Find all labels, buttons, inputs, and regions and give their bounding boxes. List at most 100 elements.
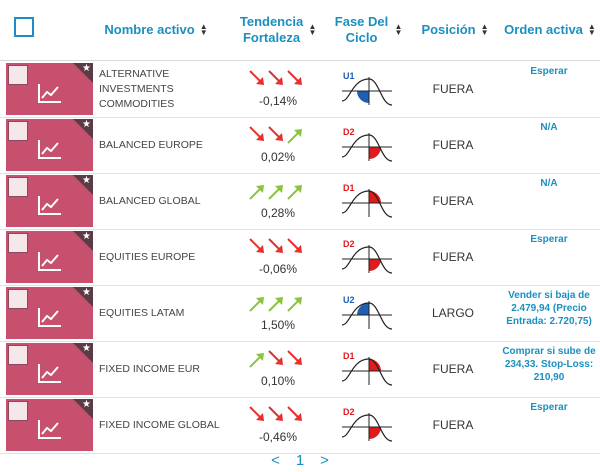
row-checkbox[interactable]: [8, 233, 28, 253]
asset-thumbnail[interactable]: ★: [6, 231, 93, 283]
star-icon[interactable]: ★: [82, 343, 91, 354]
row-checkbox[interactable]: [8, 121, 28, 141]
col-trend-header[interactable]: Tendencia Fortaleza ▲ ▼: [236, 0, 320, 60]
star-icon[interactable]: ★: [82, 119, 91, 130]
arrow-down-icon: [268, 126, 283, 141]
arrow-down-icon: [287, 350, 302, 365]
asset-thumbnail[interactable]: ★: [6, 119, 93, 171]
arrow-up-icon: [249, 297, 264, 312]
star-icon[interactable]: ★: [82, 231, 91, 242]
arrow-up-icon: [287, 297, 302, 312]
corner-ribbon: [73, 63, 93, 83]
cycle-phase-icon: U2: [340, 292, 394, 339]
corner-ribbon: [73, 231, 93, 251]
trend-arrows-icon: [249, 126, 302, 144]
cycle-phase-icon: D2: [340, 236, 394, 283]
sort-icon[interactable]: ▲ ▼: [199, 22, 208, 37]
asset-name[interactable]: ALTERNATIVE INVESTMENTS COMMODITIES: [99, 67, 175, 110]
asset-thumbnail[interactable]: ★: [6, 287, 93, 339]
sort-icon[interactable]: ▲ ▼: [394, 22, 403, 37]
asset-thumbnail[interactable]: ★: [6, 63, 93, 115]
sort-icon[interactable]: ▲ ▼: [308, 22, 317, 37]
active-order[interactable]: Esperar: [530, 66, 568, 77]
cycle-phase-icon: U1: [340, 68, 394, 115]
arrow-down-icon: [249, 126, 264, 141]
row-checkbox[interactable]: [8, 401, 28, 421]
trend-percent: 0,28%: [260, 206, 296, 220]
position-value: FUERA: [432, 362, 474, 376]
asset-name[interactable]: BALANCED GLOBAL: [99, 194, 201, 207]
arrow-up-icon: [249, 185, 264, 200]
table-row[interactable]: ★ FIXED INCOME EUR 0,10% D1 FUERA Comprar si …: [0, 341, 600, 398]
cycle-phase-icon: D1: [340, 180, 394, 227]
asset-thumbnail[interactable]: ★: [6, 399, 93, 451]
active-order[interactable]: N/A: [540, 178, 558, 189]
arrow-up-icon: [249, 353, 264, 368]
position-value: FUERA: [432, 82, 474, 96]
asset-thumbnail[interactable]: ★: [6, 343, 93, 395]
trend-cell: -0,46%: [242, 405, 314, 444]
cycle-phase-icon: D1: [340, 348, 394, 395]
table-row[interactable]: ★ EQUITIES EUROPE -0,06% D2 FUERA Esperar: [0, 229, 600, 286]
col-order-header[interactable]: Orden activa ▲ ▼: [500, 0, 600, 60]
active-order[interactable]: Vender si baja de 2.479,94 (Precio Entra…: [506, 290, 592, 327]
corner-ribbon: [73, 175, 93, 195]
chart-icon: [38, 420, 61, 439]
asset-name[interactable]: EQUITIES EUROPE: [99, 250, 196, 263]
position-value: LARGO: [431, 306, 474, 320]
col-position-header[interactable]: Posición ▲ ▼: [412, 0, 498, 60]
active-order[interactable]: Esperar: [530, 402, 568, 413]
col-name-header[interactable]: Nombre activo ▲ ▼: [96, 0, 216, 60]
row-checkbox[interactable]: [8, 177, 28, 197]
asset-name[interactable]: EQUITIES LATAM: [99, 306, 185, 319]
next-page-button[interactable]: >: [320, 451, 329, 469]
star-icon[interactable]: ★: [82, 399, 91, 410]
position-value: FUERA: [432, 418, 474, 432]
star-icon[interactable]: ★: [82, 287, 91, 298]
row-checkbox[interactable]: [8, 289, 28, 309]
star-icon[interactable]: ★: [82, 175, 91, 186]
corner-ribbon: [73, 287, 93, 307]
star-icon[interactable]: ★: [82, 63, 91, 74]
cycle-phase-icon: D2: [340, 404, 394, 451]
col-trend-label: Tendencia Fortaleza: [239, 14, 304, 45]
sort-icon[interactable]: ▲ ▼: [587, 22, 596, 37]
sort-icon[interactable]: ▲ ▼: [480, 22, 489, 37]
row-checkbox[interactable]: [8, 345, 28, 365]
table-row[interactable]: ★ BALANCED GLOBAL 0,28% D1 FUERA N/A: [0, 173, 600, 230]
select-all-checkbox[interactable]: [14, 17, 34, 37]
table-row[interactable]: ★ BALANCED EUROPE 0,02% D2 FUERA N/A: [0, 117, 600, 174]
asset-name[interactable]: FIXED INCOME GLOBAL: [99, 418, 220, 431]
trend-cell: 1,50%: [242, 293, 314, 332]
cycle-label: U1: [343, 71, 355, 81]
asset-name[interactable]: FIXED INCOME EUR: [99, 362, 200, 375]
trend-cell: 0,02%: [242, 125, 314, 164]
row-checkbox[interactable]: [8, 65, 28, 85]
col-order-label: Orden activa: [504, 22, 583, 37]
table-row[interactable]: ★ EQUITIES LATAM 1,50% U2 LARGO Vender si baj…: [0, 285, 600, 342]
arrow-down-icon: [287, 406, 302, 421]
pagination: < 1 >: [0, 450, 600, 470]
trend-percent: -0,14%: [258, 94, 298, 108]
asset-thumbnail[interactable]: ★: [6, 175, 93, 227]
active-order[interactable]: N/A: [540, 122, 558, 133]
table-row[interactable]: ★ ALTERNATIVE INVESTMENTS COMMODITIES -0,1…: [0, 61, 600, 118]
arrow-down-icon: [287, 238, 302, 253]
trend-arrows-icon: [249, 297, 302, 312]
position-value: FUERA: [432, 194, 474, 208]
active-order[interactable]: Esperar: [530, 234, 568, 245]
asset-name[interactable]: BALANCED EUROPE: [99, 138, 203, 151]
trend-cell: 0,28%: [242, 181, 314, 220]
active-order[interactable]: Comprar si sube de 234,33. Stop-Loss: 21…: [502, 346, 596, 383]
table-row[interactable]: ★ FIXED INCOME GLOBAL -0,46% D2 FUERA Esperar: [0, 397, 600, 454]
current-page[interactable]: 1: [295, 451, 305, 469]
position-value: FUERA: [432, 138, 474, 152]
trend-arrows-icon: [249, 406, 302, 421]
col-cycle-label: Fase Del Ciclo: [334, 14, 389, 45]
table-header: Nombre activo ▲ ▼ Tendencia Fortaleza ▲ ▼ …: [0, 0, 600, 61]
col-cycle-header[interactable]: Fase Del Ciclo ▲ ▼: [328, 0, 408, 60]
chart-icon: [38, 140, 61, 159]
prev-page-button[interactable]: <: [271, 451, 280, 469]
arrow-down-icon: [268, 70, 283, 85]
